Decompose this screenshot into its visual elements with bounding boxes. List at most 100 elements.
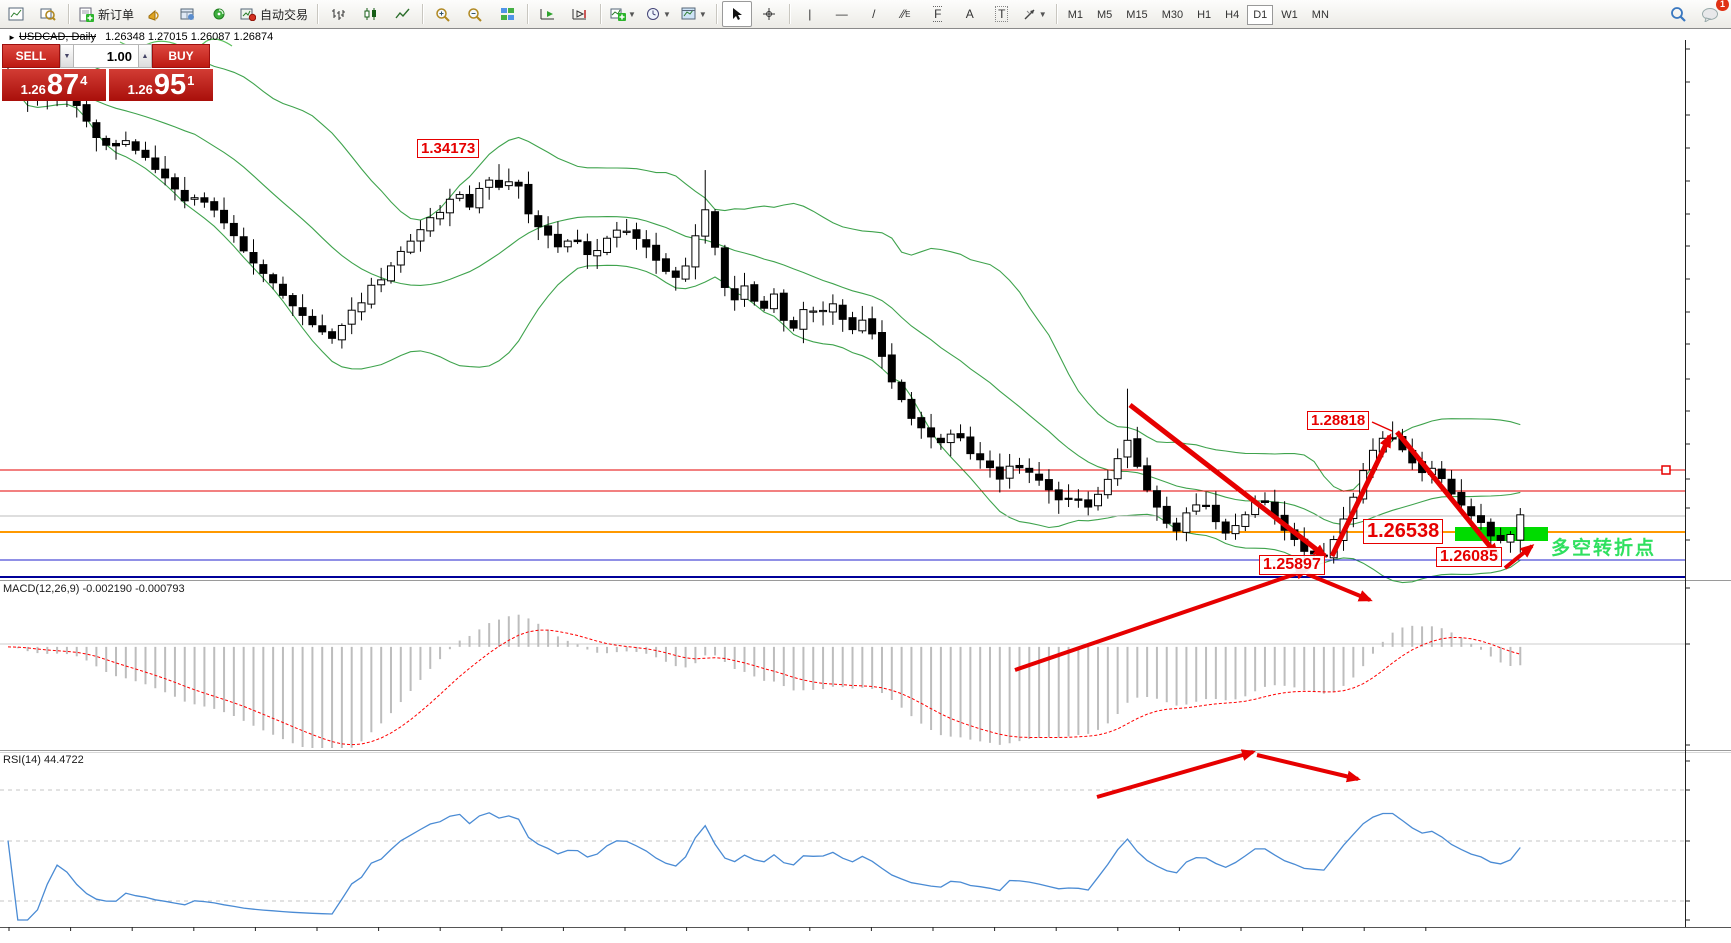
sound-alert-button[interactable] [140,1,170,27]
annotation-price-label[interactable]: 1.26085 [1436,547,1502,568]
indicators-button[interactable]: ▼ [606,1,640,27]
turning-point-note[interactable]: 多空转折点 [1551,538,1657,559]
trend-arrow [1306,572,1373,602]
timeframe-button-m15[interactable]: M15 [1126,9,1148,21]
auto-trading-icon [240,8,257,21]
tile-windows-icon [500,8,514,20]
trend-arrow [1256,753,1361,783]
tile-windows-button[interactable] [492,1,522,27]
zoom-in-button[interactable] [428,1,458,27]
trendline-tool-button[interactable]: / [872,7,876,21]
search-button[interactable] [1663,1,1693,27]
toolbar-separator [600,4,602,24]
annotation-price-label[interactable]: 1.34173 [417,139,480,159]
annotation-price-label[interactable]: 1.26538 [1363,519,1444,544]
trend-arrow [1395,430,1499,558]
horn-icon [148,9,159,21]
timeframe-button-d1[interactable]: D1 [1247,5,1274,25]
trend-arrow [1014,567,1310,672]
line-chart-icon [394,8,410,19]
zoom-out-icon [468,7,482,22]
template-icon [681,7,696,20]
templates-button[interactable]: ▼ [677,1,711,27]
collapse-arrow-icon[interactable]: ► [8,33,16,42]
chart-shift-icon [572,9,587,20]
timeframe-button-m30[interactable]: M30 [1161,9,1184,21]
toolbar-separator [422,4,424,24]
profiles-button[interactable] [33,1,63,27]
zoom-out-button[interactable] [460,1,490,27]
sell-price-display[interactable]: 1.26 87 4 [2,69,106,101]
volume-input[interactable]: 1.00 [74,44,138,68]
timeframe-button-mn[interactable]: MN [1311,9,1329,21]
horizontal-line-tool-button[interactable]: — [835,7,848,21]
volume-decrease-button[interactable]: ▼ [60,44,74,68]
annotation-price-label[interactable]: 1.25897 [1259,555,1325,576]
line-chart-button[interactable] [387,1,417,27]
auto-scroll-button[interactable] [533,1,563,27]
indicators-icon [610,8,627,21]
trend-arrow [1096,749,1256,799]
channel-tool-button[interactable]: ⁄⁄ E [901,7,911,21]
crosshair-icon [762,8,775,20]
timeframe-button-m5[interactable]: M5 [1097,9,1113,21]
toolbar-separator [68,4,69,24]
annotation-price-label[interactable]: 1.28818 [1307,411,1370,431]
buy-button[interactable]: BUY [152,44,210,68]
timeframe-button-h1[interactable]: H1 [1197,9,1212,21]
notification-badge: 1 [1716,0,1729,11]
fibonacci-tool-button[interactable]: F [933,6,943,22]
dropdown-arrow-icon: ▼ [698,9,707,19]
auto-trading-button[interactable]: 自动交易 [236,1,312,27]
periods-button[interactable]: ▼ [642,1,675,27]
clock-icon [646,8,659,20]
chart-shift-button[interactable] [565,1,595,27]
candlestick-chart-button[interactable] [355,1,385,27]
label-tool-button[interactable]: T [987,1,1017,27]
vertical-line-tool-button[interactable]: | [808,7,812,21]
text-tool-button[interactable]: A [965,7,974,21]
toolbar-separator [715,4,717,24]
chart-ohlc-values: 1.26348 1.27015 1.26087 1.26874 [105,31,274,43]
volume-increase-button[interactable]: ▲ [138,44,152,68]
new-order-icon [79,7,94,22]
cursor-icon [732,8,742,20]
market-watch-button[interactable] [172,1,202,27]
sell-button[interactable]: SELL [2,44,60,68]
market-watch-icon [180,8,195,20]
auto-scroll-icon [540,9,555,20]
timeframe-button-h4[interactable]: H4 [1225,9,1240,21]
candlestick-icon [364,8,376,20]
arrows-tool-button[interactable]: ▼ [1019,1,1051,27]
chat-bubble-icon [1702,7,1718,22]
buy-price-display[interactable]: 1.26 95 1 [109,69,213,101]
crosshair-tool-button[interactable] [754,1,784,27]
cursor-tool-button[interactable] [721,1,752,27]
search-icon [1670,7,1686,22]
timeframe-group: M1 M5 M15 M30 H1 H4 D1 W1 MN [1061,5,1336,25]
dropdown-arrow-icon: ▼ [628,9,636,19]
trend-arrow [1503,544,1535,570]
macd-label: MACD(12,26,9) -0.002190 -0.000793 [3,583,185,595]
chart-title: ► USDCAD, Daily 1.26348 1.27015 1.26087 … [8,31,273,43]
toolbar-separator [527,4,529,24]
signals-button[interactable] [204,1,234,27]
timeframe-button-m1[interactable]: M1 [1067,9,1083,21]
new-order-button[interactable]: 新订单 [74,1,138,27]
toolbar: 新订单 自动交易 [0,0,1731,29]
new-chart-button[interactable] [1,1,31,27]
notifications-button[interactable]: 1 [1695,0,1729,27]
zoom-in-icon [436,7,450,22]
one-click-trading-panel: SELL ▼ 1.00 ▲ BUY 1.26 87 4 1.26 95 1 [2,44,214,101]
toolbar-separator [1055,4,1057,24]
chart-symbol-period: USDCAD, Daily [18,31,96,43]
rsi-label: RSI(14) 44.4722 [3,754,84,766]
trend-arrow [1329,433,1393,558]
bar-chart-button[interactable] [323,1,353,27]
dropdown-arrow-icon: ▼ [662,9,671,19]
timeframe-button-w1[interactable]: W1 [1281,9,1298,21]
signal-icon [213,8,225,20]
toolbar-separator [788,4,790,24]
